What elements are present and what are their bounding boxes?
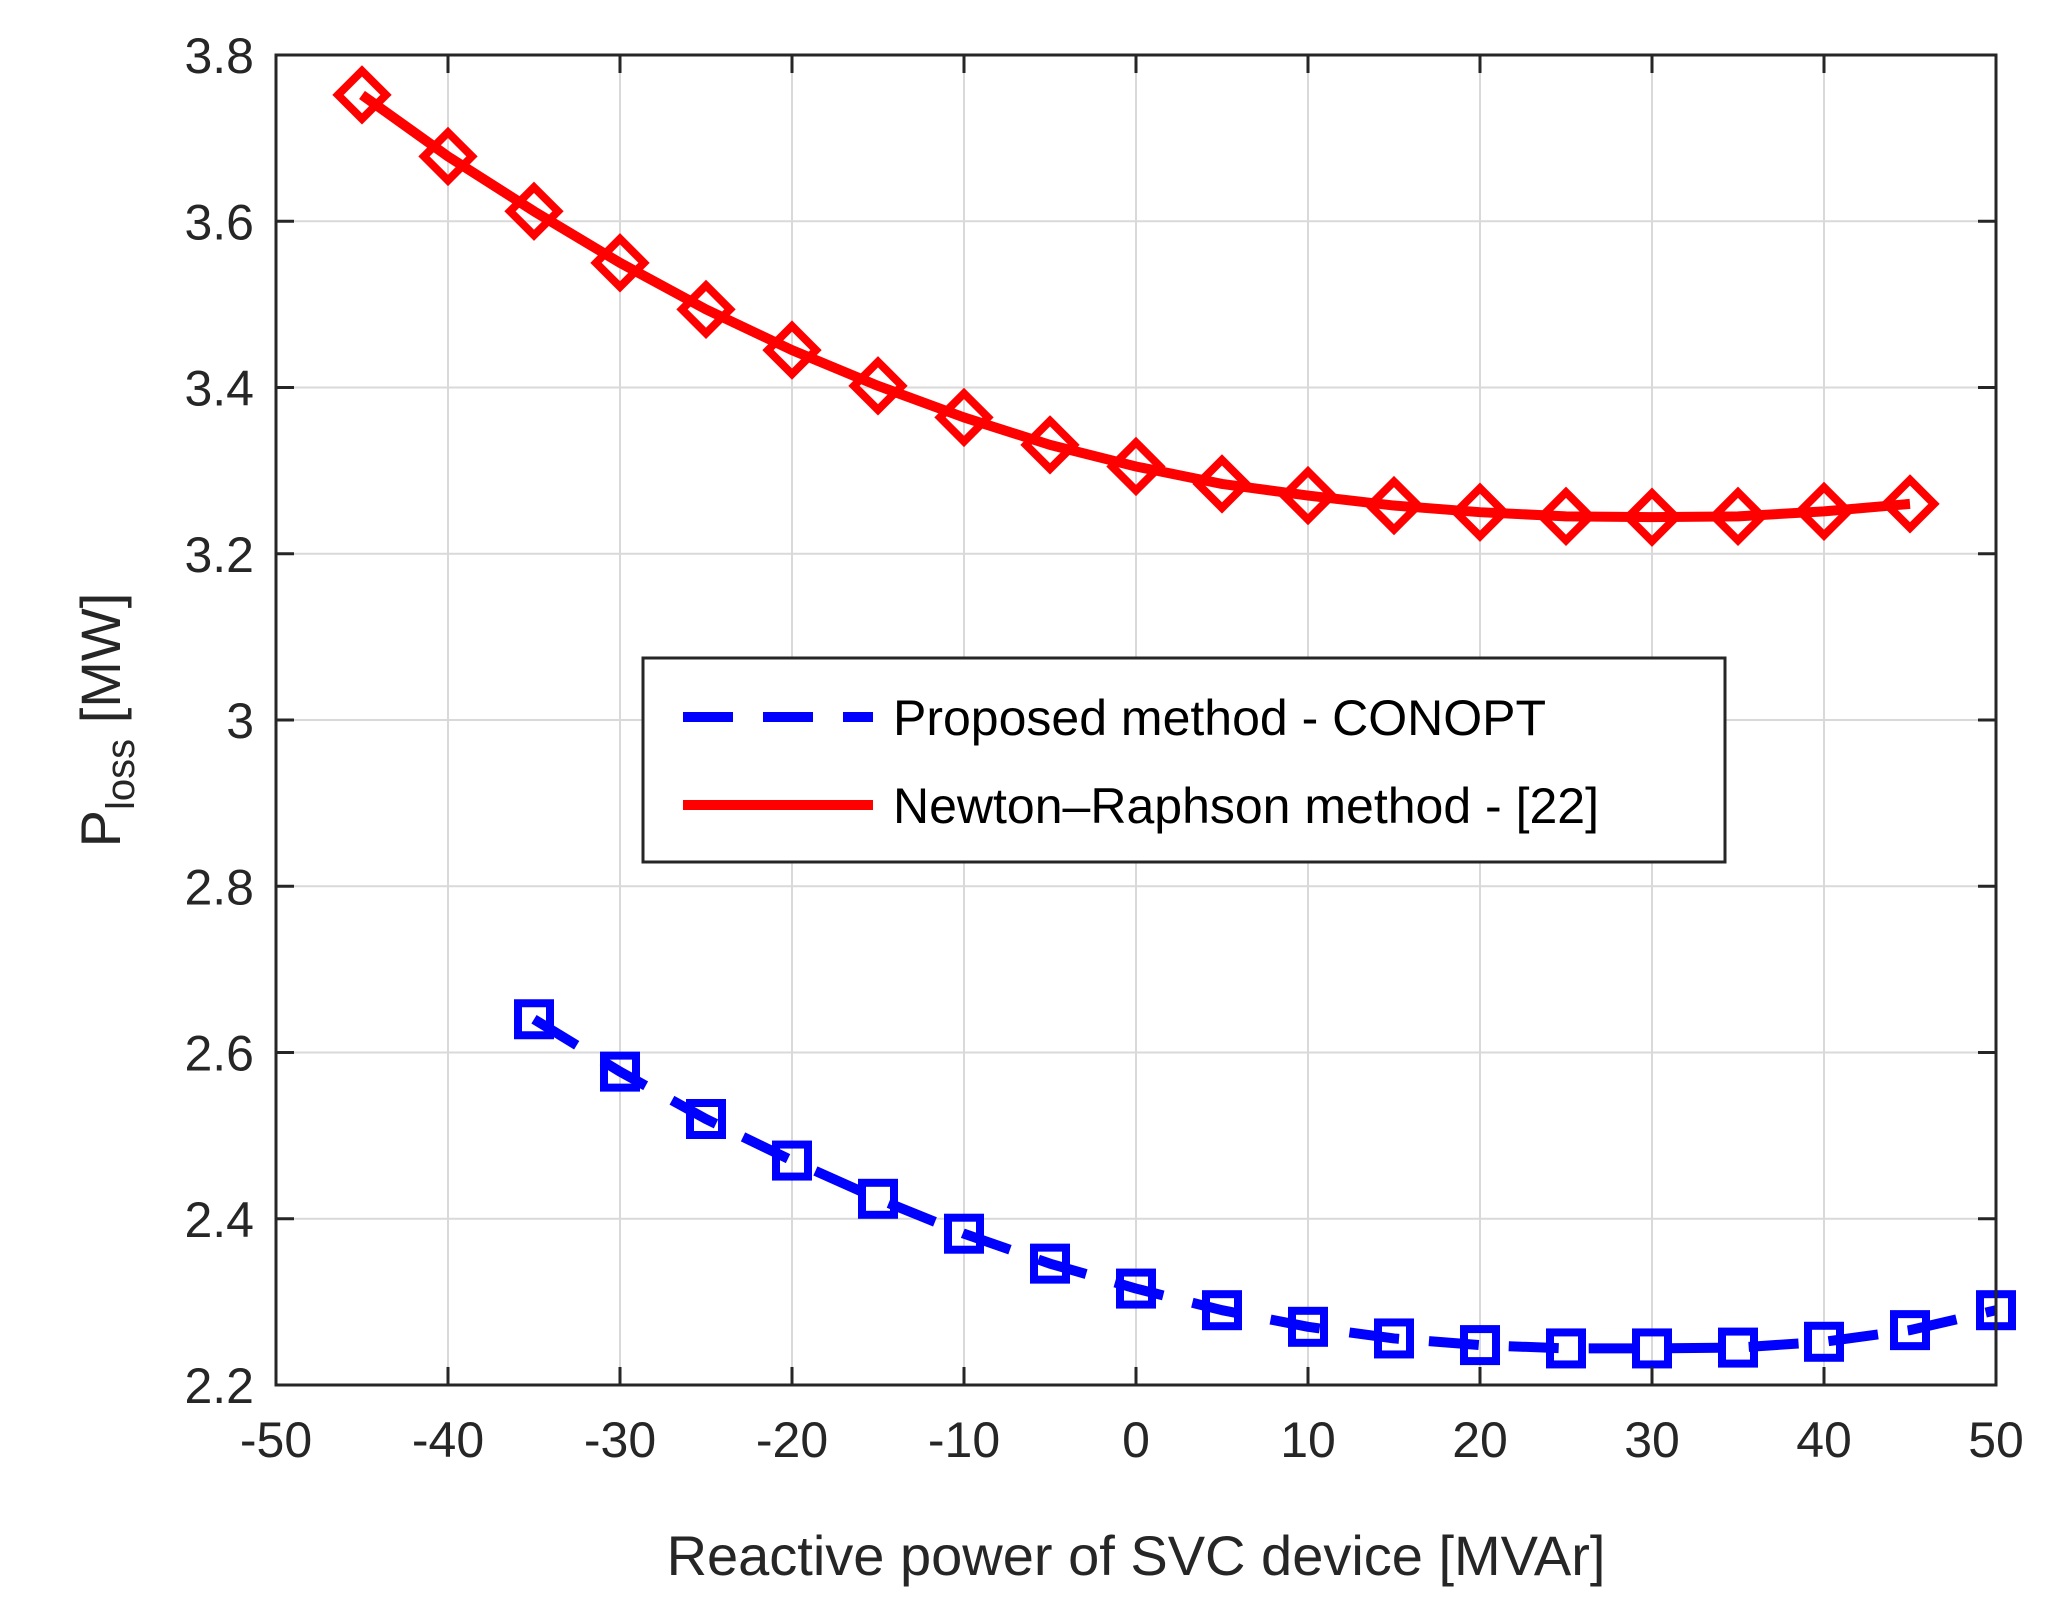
data-point-square (1116, 1268, 1156, 1309)
data-point-diamond (332, 65, 392, 125)
legend-label-proposed: Proposed method - CONOPT (893, 690, 1546, 746)
data-point-square (1288, 1306, 1328, 1347)
y-tick-label: 2.6 (184, 1026, 254, 1082)
data-point-square (1374, 1318, 1414, 1359)
legend-box (641, 656, 1727, 864)
y-tick-label: 2.8 (184, 859, 254, 915)
legend: Proposed method - CONOPT Newton–Raphson … (641, 656, 1727, 864)
data-point-diamond (1106, 436, 1166, 497)
data-point-diamond (504, 181, 564, 241)
x-tick-label: -10 (928, 1412, 1000, 1468)
series-line-1 (359, 90, 1911, 523)
x-tick-label: -40 (412, 1412, 484, 1468)
data-point-square (858, 1178, 898, 1219)
y-tick-label: 2.2 (184, 1358, 254, 1414)
x-tick-label: 50 (1968, 1412, 2024, 1468)
data-point-square (1890, 1310, 1930, 1351)
data-point-square (1460, 1325, 1500, 1366)
y-tick-label: 3.4 (184, 361, 254, 417)
x-tick-label: -20 (756, 1412, 828, 1468)
y-axis-title: Ploss [MW] (69, 593, 143, 848)
data-point-diamond (1020, 415, 1080, 475)
x-tick-label: -50 (240, 1412, 312, 1468)
data-point-square (1632, 1328, 1672, 1369)
data-point-diamond (676, 279, 736, 340)
data-point-diamond (848, 356, 908, 416)
data-point-diamond (418, 126, 478, 187)
y-axis-title-suffix: [MW] (69, 593, 132, 739)
data-point-diamond (1278, 465, 1338, 526)
data-point-square (944, 1213, 984, 1254)
data-point-diamond (1708, 486, 1768, 547)
y-axis-title-main: P (69, 810, 132, 847)
y-tick-label: 3 (226, 693, 254, 749)
data-point-diamond (934, 387, 994, 448)
data-point-square (600, 1051, 640, 1092)
x-tick-label: 40 (1796, 1412, 1852, 1468)
y-tick-label: 3.8 (184, 28, 254, 84)
data-point-diamond (1192, 454, 1252, 514)
x-tick-label: 0 (1122, 1412, 1150, 1468)
x-tick-label: -30 (584, 1412, 656, 1468)
data-point-square (514, 999, 554, 1040)
data-point-square (1546, 1328, 1586, 1369)
ticks (274, 53, 1998, 1387)
data-point-diamond (1536, 486, 1596, 547)
x-axis-title: Reactive power of SVC device [MVAr] (667, 1524, 1606, 1587)
x-tick-label: 20 (1452, 1412, 1508, 1468)
data-point-square (686, 1099, 726, 1139)
data-point-diamond (1364, 475, 1424, 536)
data-point-square (1202, 1290, 1242, 1331)
data-point-square (1718, 1327, 1758, 1368)
data-point-diamond (1794, 481, 1854, 542)
data-point-diamond (1622, 487, 1682, 547)
y-tick-label: 2.4 (184, 1192, 254, 1248)
x-tick-label: 30 (1624, 1412, 1680, 1468)
tick-labels: -50 -40 -30 -20 -10 0 10 20 30 40 50 2.2 2.4 2.6 2.8 3 3… (184, 28, 2023, 1468)
y-axis-title-subscript: loss (99, 739, 143, 810)
legend-label-newton: Newton–Raphson method - [22] (893, 778, 1599, 834)
x-tick-label: 10 (1280, 1412, 1336, 1468)
y-tick-label: 3.2 (184, 527, 254, 583)
series-layer (332, 65, 2016, 1369)
data-point-square (772, 1140, 812, 1181)
data-point-diamond (590, 233, 650, 293)
data-point-diamond (762, 320, 822, 380)
data-point-diamond (1880, 474, 1940, 534)
y-tick-label: 3.6 (184, 194, 254, 250)
data-point-square (1804, 1321, 1844, 1362)
data-point-square (1030, 1243, 1070, 1284)
data-point-diamond (1450, 482, 1510, 542)
